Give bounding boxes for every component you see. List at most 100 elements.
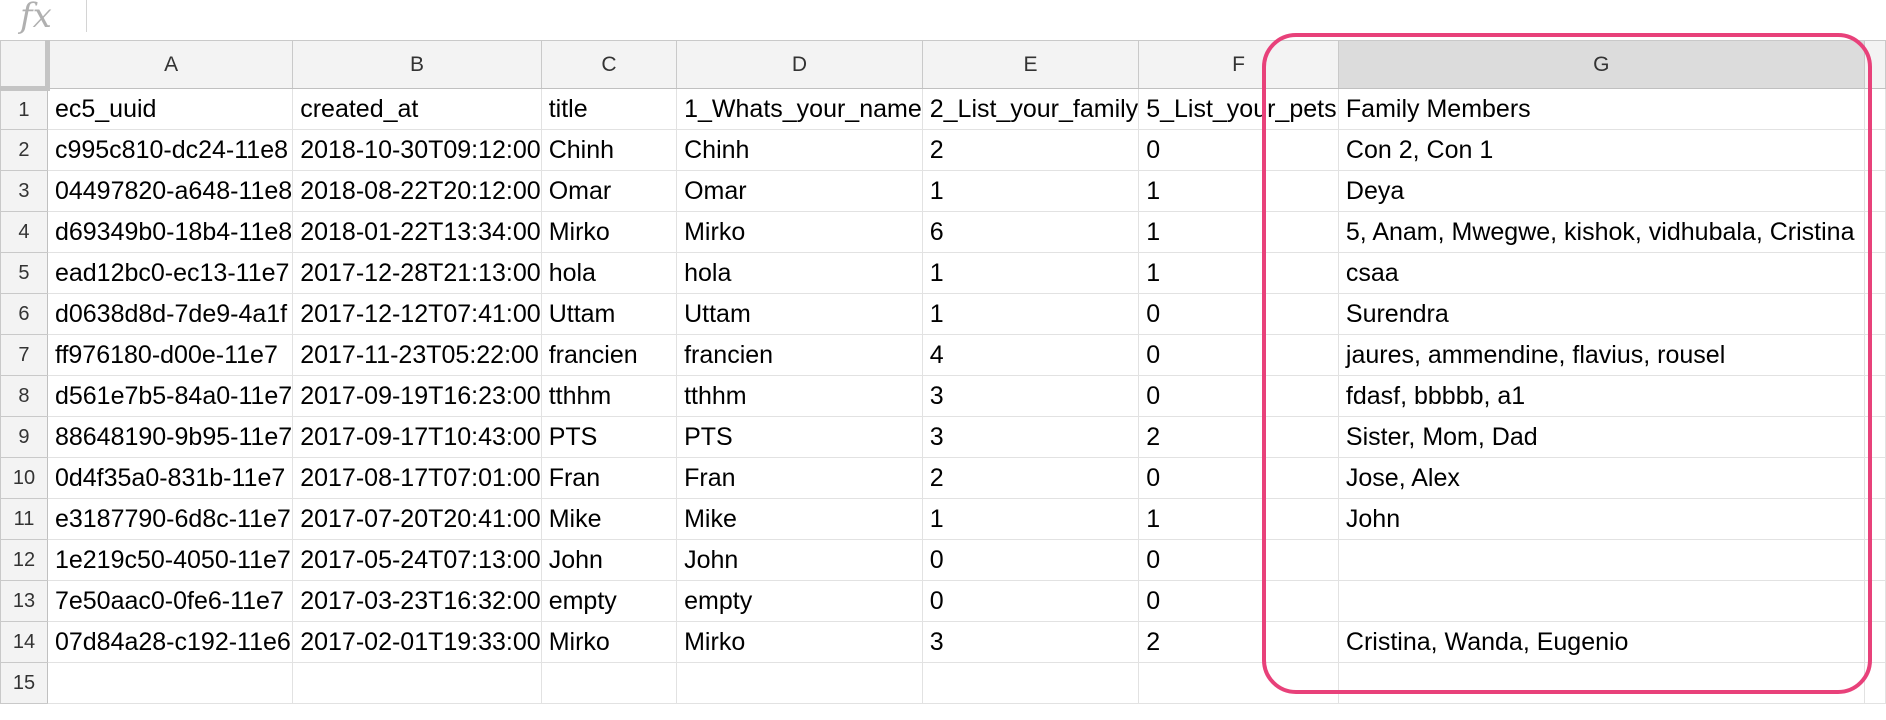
cell-c[interactable]: francien	[540, 334, 678, 376]
cell-d[interactable]: Omar	[676, 170, 923, 212]
cell-c[interactable]	[540, 662, 678, 704]
row-header[interactable]: 12	[0, 539, 48, 581]
cell-a[interactable]: 04497820-a648-11e8	[46, 170, 294, 212]
cell-a[interactable]: d69349b0-18b4-11e8	[46, 211, 294, 253]
cell-d[interactable]: Fran	[676, 457, 923, 499]
cell-f[interactable]: 2	[1138, 416, 1339, 458]
cell-c[interactable]: tthhm	[540, 375, 678, 417]
row-header[interactable]: 14	[0, 621, 48, 663]
cell-d[interactable]: Mirko	[676, 211, 923, 253]
cell-blank[interactable]	[1863, 129, 1886, 171]
cell-e[interactable]: 4	[921, 334, 1140, 376]
cell-e[interactable]: 1	[921, 293, 1140, 335]
cell-blank[interactable]	[1863, 498, 1886, 540]
cell-blank[interactable]	[1863, 170, 1886, 212]
cell-d[interactable]: Mike	[676, 498, 923, 540]
cell-g[interactable]	[1337, 580, 1865, 622]
cell-b[interactable]: 2017-12-28T21:13:00	[292, 252, 542, 294]
cell-d[interactable]: 1_Whats_your_name	[676, 88, 923, 130]
cell-blank[interactable]	[1863, 211, 1886, 253]
cell-e[interactable]: 0	[921, 539, 1140, 581]
cell-a[interactable]: 1e219c50-4050-11e7	[46, 539, 294, 581]
cell-b[interactable]: 2018-08-22T20:12:00	[292, 170, 542, 212]
row-header[interactable]: 11	[0, 498, 48, 540]
row-header[interactable]: 6	[0, 293, 48, 335]
cell-f[interactable]: 0	[1138, 580, 1339, 622]
column-header-b[interactable]: B	[292, 40, 542, 89]
cell-c[interactable]: title	[540, 88, 678, 130]
select-all-corner[interactable]	[0, 40, 50, 91]
cell-e[interactable]: 3	[921, 375, 1140, 417]
row-header[interactable]: 5	[0, 252, 48, 294]
cell-c[interactable]: John	[540, 539, 678, 581]
cell-blank[interactable]	[1863, 293, 1886, 335]
cell-d[interactable]: hola	[676, 252, 923, 294]
cell-g[interactable]: Jose, Alex	[1337, 457, 1865, 499]
cell-c[interactable]: Chinh	[540, 129, 678, 171]
cell-e[interactable]: 2_List_your_family	[921, 88, 1140, 130]
cell-g[interactable]: Sister, Mom, Dad	[1337, 416, 1865, 458]
row-header[interactable]: 8	[0, 375, 48, 417]
cell-a[interactable]: e3187790-6d8c-11e7	[46, 498, 294, 540]
column-header-d[interactable]: D	[676, 40, 923, 89]
cell-b[interactable]: 2017-08-17T07:01:00	[292, 457, 542, 499]
cell-d[interactable]	[676, 662, 923, 704]
cell-b[interactable]: 2018-01-22T13:34:00	[292, 211, 542, 253]
cell-b[interactable]	[292, 662, 542, 704]
cell-f[interactable]: 0	[1138, 375, 1339, 417]
cell-g[interactable]	[1337, 539, 1865, 581]
cell-g[interactable]: Surendra	[1337, 293, 1865, 335]
cell-a[interactable]: ec5_uuid	[46, 88, 294, 130]
cell-e[interactable]: 3	[921, 416, 1140, 458]
cell-blank[interactable]	[1863, 88, 1886, 130]
cell-c[interactable]: Mirko	[540, 211, 678, 253]
column-header-g[interactable]: G	[1337, 40, 1865, 89]
cell-d[interactable]: empty	[676, 580, 923, 622]
cell-blank[interactable]	[1863, 539, 1886, 581]
cell-a[interactable]	[46, 662, 294, 704]
cell-f[interactable]: 0	[1138, 129, 1339, 171]
cell-blank[interactable]	[1863, 457, 1886, 499]
cell-blank[interactable]	[1863, 580, 1886, 622]
cell-g[interactable]: John	[1337, 498, 1865, 540]
cell-b[interactable]: 2017-09-17T10:43:00	[292, 416, 542, 458]
cell-a[interactable]: 7e50aac0-0fe6-11e7	[46, 580, 294, 622]
column-header-c[interactable]: C	[540, 40, 678, 89]
cell-f[interactable]: 1	[1138, 170, 1339, 212]
cell-b[interactable]: created_at	[292, 88, 542, 130]
cell-f[interactable]: 1	[1138, 498, 1339, 540]
cell-d[interactable]: Uttam	[676, 293, 923, 335]
cell-f[interactable]: 0	[1138, 457, 1339, 499]
row-header[interactable]: 1	[0, 88, 48, 130]
cell-d[interactable]: Mirko	[676, 621, 923, 663]
cell-a[interactable]: ead12bc0-ec13-11e7	[46, 252, 294, 294]
cell-c[interactable]: Fran	[540, 457, 678, 499]
cell-a[interactable]: 07d84a28-c192-11e6	[46, 621, 294, 663]
cell-b[interactable]: 2017-09-19T16:23:00	[292, 375, 542, 417]
cell-blank[interactable]	[1863, 621, 1886, 663]
cell-b[interactable]: 2017-02-01T19:33:00	[292, 621, 542, 663]
row-header[interactable]: 2	[0, 129, 48, 171]
cell-b[interactable]: 2017-11-23T05:22:00	[292, 334, 542, 376]
cell-a[interactable]: d0638d8d-7de9-4a1f	[46, 293, 294, 335]
cell-e[interactable]: 0	[921, 580, 1140, 622]
cell-e[interactable]: 2	[921, 129, 1140, 171]
cell-g[interactable]: jaures, ammendine, flavius, rousel	[1337, 334, 1865, 376]
cell-b[interactable]: 2017-03-23T16:32:00	[292, 580, 542, 622]
cell-f[interactable]: 1	[1138, 211, 1339, 253]
cell-f[interactable]: 5_List_your_pets	[1138, 88, 1339, 130]
cell-d[interactable]: PTS	[676, 416, 923, 458]
row-header[interactable]: 10	[0, 457, 48, 499]
row-header[interactable]: 15	[0, 662, 48, 704]
cell-g[interactable]: Family Members	[1337, 88, 1865, 130]
cell-e[interactable]: 1	[921, 170, 1140, 212]
cell-c[interactable]: empty	[540, 580, 678, 622]
cell-a[interactable]: c995c810-dc24-11e8	[46, 129, 294, 171]
cell-e[interactable]: 1	[921, 252, 1140, 294]
cell-d[interactable]: francien	[676, 334, 923, 376]
cell-f[interactable]: 0	[1138, 334, 1339, 376]
cell-g[interactable]: csaa	[1337, 252, 1865, 294]
cell-f[interactable]: 1	[1138, 252, 1339, 294]
cell-c[interactable]: PTS	[540, 416, 678, 458]
row-header[interactable]: 3	[0, 170, 48, 212]
